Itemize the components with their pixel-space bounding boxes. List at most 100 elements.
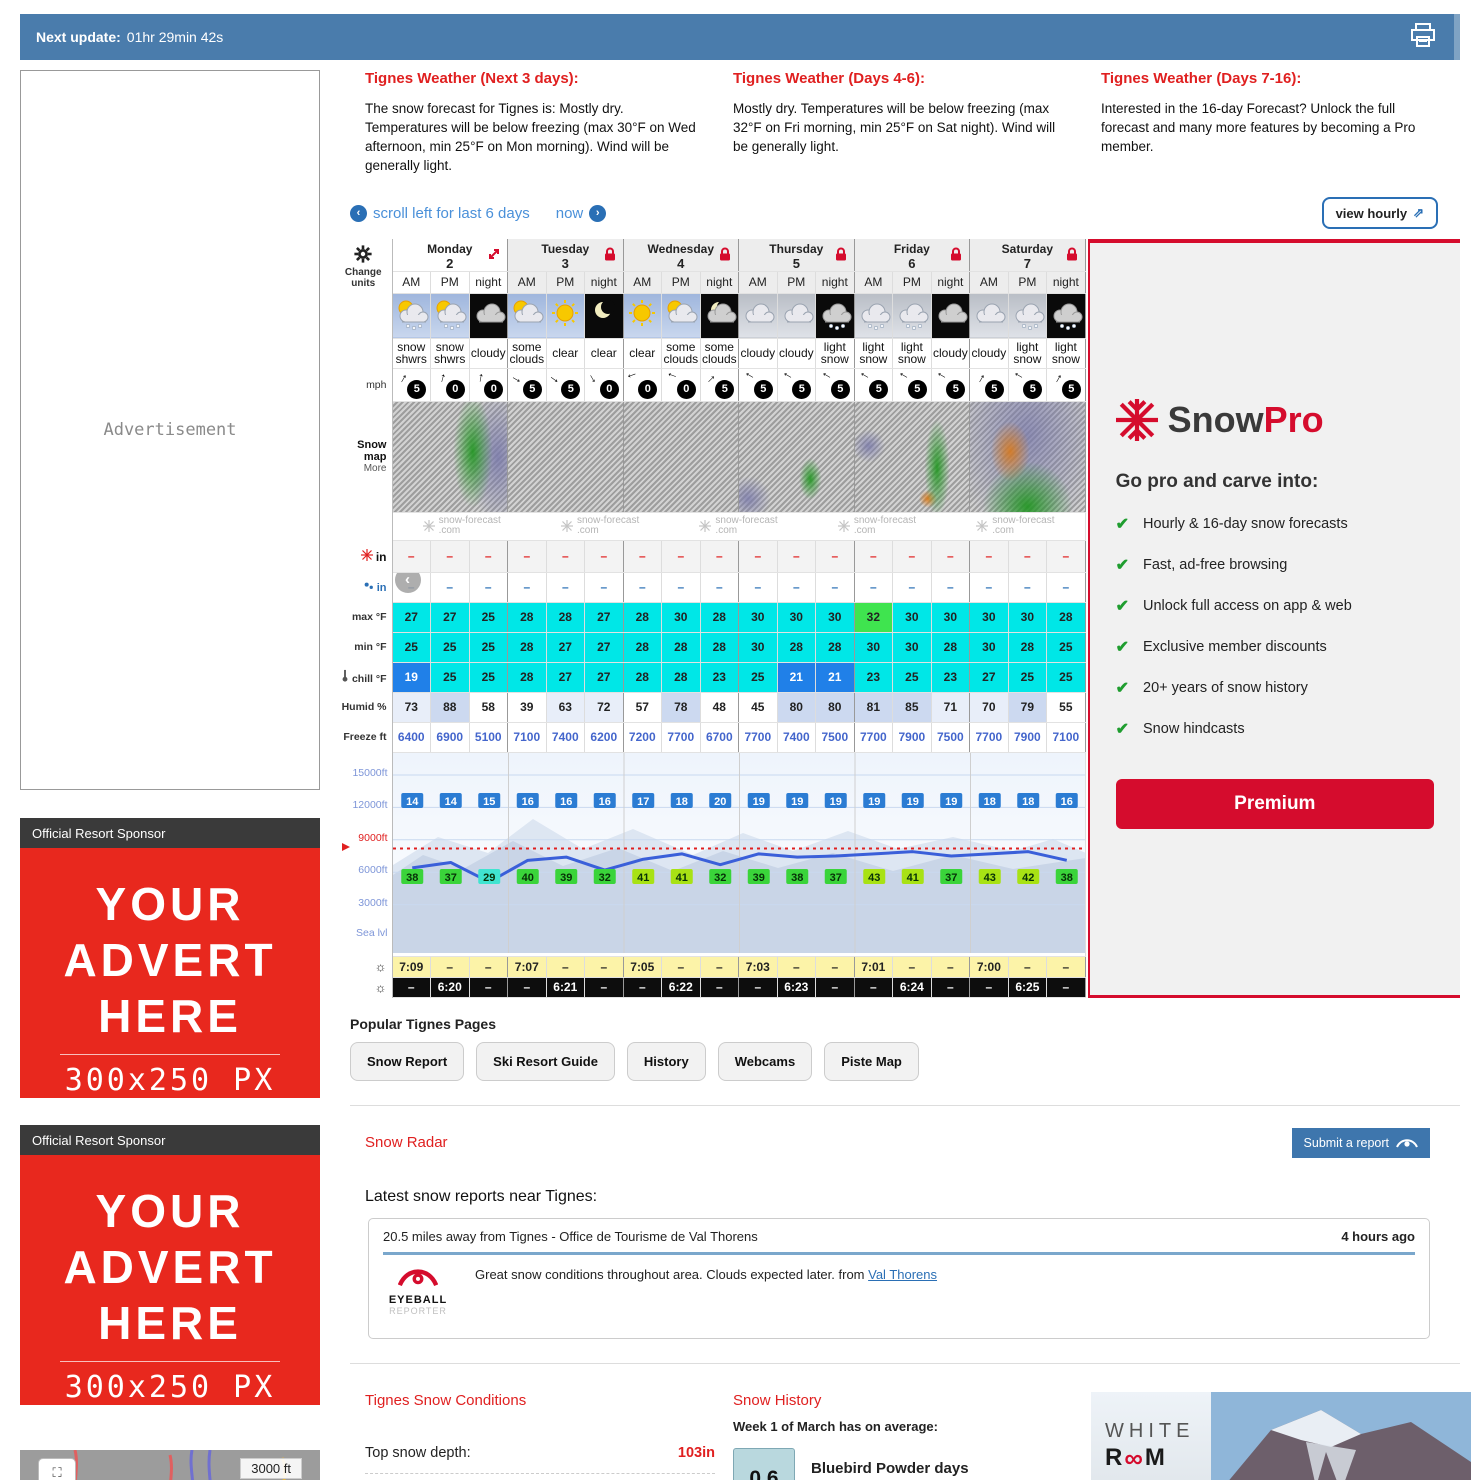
- day-header-thursday[interactable]: Thursday 5: [738, 239, 855, 272]
- freeze-level: 7500: [815, 722, 855, 753]
- freeze-level: 6900: [430, 722, 470, 753]
- snow-amount: –: [738, 540, 778, 573]
- temp-low-badge: 37: [439, 868, 462, 884]
- weather-phrase: some clouds: [507, 338, 547, 369]
- next-update-value: 01hr 29min 42s: [126, 29, 224, 45]
- snowpro-feature: ✔ Hourly & 16-day snow forecasts: [1115, 516, 1348, 533]
- wind-cell: → 5: [854, 368, 889, 399]
- temp-12000ft-badge: 16: [554, 792, 577, 808]
- time-label: night: [815, 271, 855, 294]
- temp-low-badge: 38: [785, 868, 808, 884]
- svg-text:19: 19: [945, 796, 957, 808]
- freeze-level: 7500: [931, 722, 971, 753]
- sunset-time: 6:22: [661, 977, 701, 998]
- temp-low-badge: 32: [708, 868, 731, 884]
- freeze-level: 7400: [777, 722, 817, 753]
- snowpro-feature: ✔ Unlock full access on app & web: [1115, 598, 1352, 615]
- print-icon[interactable]: [1408, 22, 1438, 53]
- check-icon: ✔: [1115, 557, 1130, 574]
- humidity: 80: [777, 692, 817, 723]
- snow-map-day-2[interactable]: [623, 401, 740, 513]
- wind-speed: → 0: [584, 368, 624, 402]
- snow-map-day-5[interactable]: [969, 401, 1086, 513]
- sunset-time: –: [815, 977, 855, 998]
- wind-units-label: mph: [340, 368, 393, 401]
- sunrise-time: –: [430, 956, 470, 978]
- wind-cell: → 0: [663, 368, 696, 399]
- fullscreen-map-button[interactable]: ⛶: [38, 1458, 76, 1480]
- resort-level-arrow: [342, 843, 350, 852]
- submit-report-button[interactable]: Submit a report: [1291, 1127, 1430, 1158]
- cloud-icon: [745, 303, 775, 323]
- temp-12000ft-badge: 18: [1016, 792, 1039, 808]
- piste-map-preview[interactable]: ⛶ 3000 ft: [20, 1450, 320, 1480]
- day-header-monday[interactable]: Monday 2: [392, 239, 509, 272]
- cloud-icon: [738, 293, 778, 339]
- rain-amount: –: [854, 572, 894, 603]
- sunrise-time: –: [815, 956, 855, 978]
- popular-page-button-snow-report[interactable]: Snow Report: [350, 1041, 465, 1081]
- day-header-saturday[interactable]: Saturday 7: [969, 239, 1086, 272]
- sunset-time: –: [584, 977, 624, 998]
- sunrise-time: –: [469, 956, 509, 978]
- popular-page-button-webcams[interactable]: Webcams: [717, 1041, 813, 1081]
- snow-amount: –: [854, 540, 894, 573]
- whiteroom-ad[interactable]: WHITE R ∞ M: [1091, 1391, 1471, 1480]
- day-header-friday[interactable]: Friday 6: [854, 239, 971, 272]
- view-hourly-button[interactable]: view hourly ⇗: [1321, 197, 1438, 229]
- cloud-snow-icon: [861, 303, 891, 330]
- whiteroom-m: M: [1144, 1444, 1166, 1471]
- popular-page-button-piste-map[interactable]: Piste Map: [824, 1041, 919, 1081]
- temp-low-badge: 29: [477, 868, 500, 884]
- temp-12000ft-badge: 20: [708, 792, 731, 808]
- rain-amount: –: [584, 572, 624, 603]
- day-header-tuesday[interactable]: Tuesday 3: [507, 239, 624, 272]
- moon-night-icon: [584, 293, 624, 339]
- sun-cloud-icon: [667, 300, 698, 323]
- snowflake-icon: [976, 520, 989, 532]
- freeze-level: 7700: [738, 722, 778, 753]
- report-source-link[interactable]: Val Thorens: [868, 1266, 938, 1282]
- weather-phrase: cloudy: [969, 338, 1009, 369]
- svg-text:17: 17: [637, 796, 649, 808]
- snow-map-day-0[interactable]: [392, 401, 509, 513]
- scroll-back-button[interactable]: ‹: [394, 572, 421, 593]
- snow-report-text: Great snow conditions throughout area. C…: [475, 1265, 937, 1316]
- weather-phrase: cloudy: [469, 338, 509, 369]
- eye-icon: [1396, 1139, 1418, 1148]
- popular-pages: Popular Tignes Pages Snow Report Ski Reso…: [350, 1016, 1460, 1081]
- divider: [60, 1361, 280, 1362]
- snow-map-label[interactable]: Snow map More: [340, 401, 393, 512]
- wind-speed: → 5: [700, 368, 740, 402]
- freeze-level: 7200: [623, 722, 663, 753]
- popular-page-button-history[interactable]: History: [626, 1041, 706, 1081]
- view-hourly-label: view hourly: [1335, 205, 1408, 221]
- min-temp: 30: [892, 632, 932, 663]
- change-units-control[interactable]: Change units: [340, 239, 393, 293]
- scroll-left-link[interactable]: ‹ scroll left for last 6 days: [350, 204, 530, 222]
- weather-phrase: light snow: [854, 338, 894, 369]
- snow-map-day-1[interactable]: [507, 401, 624, 513]
- sun-cloud-snow-icon: [398, 300, 429, 330]
- summary-title: Tignes Weather (Next 3 days):: [365, 70, 579, 87]
- sea-level-label: Sea lvl: [355, 927, 388, 939]
- sponsor-ad-1[interactable]: Official Resort Sponsor YOUR ADVERT HERE…: [20, 818, 320, 1098]
- min-temp: 30: [854, 632, 894, 663]
- depth-value: 103in: [677, 1444, 715, 1461]
- mountain-photo: [1211, 1391, 1471, 1480]
- rain-amount: –: [738, 572, 778, 603]
- day-header-wednesday[interactable]: Wednesday 4: [623, 239, 740, 272]
- whiteroom-line1: WHITE: [1105, 1419, 1195, 1442]
- snow-forecast-watermark: snow-forecast .com: [837, 516, 916, 536]
- svg-text:43: 43: [983, 872, 995, 884]
- sunset-time: –: [623, 977, 663, 998]
- snow-map-day-3[interactable]: [738, 401, 855, 513]
- temp-12000ft-badge: 17: [631, 792, 654, 808]
- cloud-snow-night-icon: [1046, 293, 1086, 339]
- sponsor-ad-2[interactable]: Official Resort Sponsor YOUR ADVERT HERE…: [20, 1125, 320, 1405]
- popular-page-button-ski-resort-guide[interactable]: Ski Resort Guide: [476, 1041, 615, 1081]
- snow-map-day-4[interactable]: [854, 401, 971, 513]
- summary-body: Mostly dry. Temperatures will be below f…: [733, 101, 1056, 154]
- now-link[interactable]: now ›: [556, 204, 607, 222]
- premium-button[interactable]: Premium: [1115, 779, 1434, 829]
